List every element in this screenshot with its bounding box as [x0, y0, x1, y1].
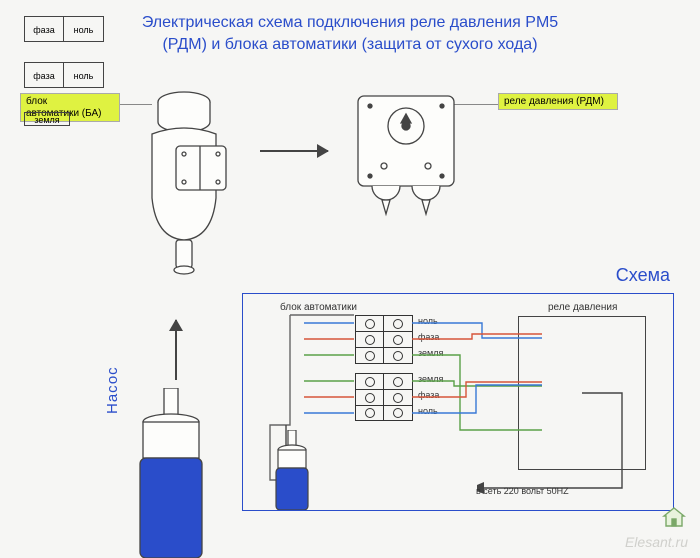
schema-title: Схема	[616, 265, 670, 286]
rdm-terminal-pair: фазаноль	[24, 16, 104, 42]
house-icon	[662, 506, 686, 528]
title-line2: (РДМ) и блока автоматики (защита от сухо…	[162, 36, 537, 53]
arrow-up	[175, 320, 177, 380]
rdm-terminal-pair: фазаноль	[24, 62, 104, 88]
title-line1: Электрическая схема подключения реле дав…	[142, 14, 558, 31]
callout-pressure-relay: реле давления (РДМ)	[498, 93, 618, 110]
power-label: в сеть 220 вольт 50HZ	[476, 486, 569, 496]
pump-device	[128, 388, 218, 558]
pump-label: Насос	[104, 366, 121, 414]
rdm-ground: земля	[24, 112, 70, 126]
arrow-right	[260, 150, 328, 152]
schema-pump-icon	[268, 430, 318, 510]
automation-block-device	[132, 86, 252, 298]
watermark: Elesant.ru	[625, 534, 688, 550]
pressure-relay-device	[352, 90, 462, 230]
diagram-title: Электрическая схема подключения реле дав…	[0, 12, 700, 55]
